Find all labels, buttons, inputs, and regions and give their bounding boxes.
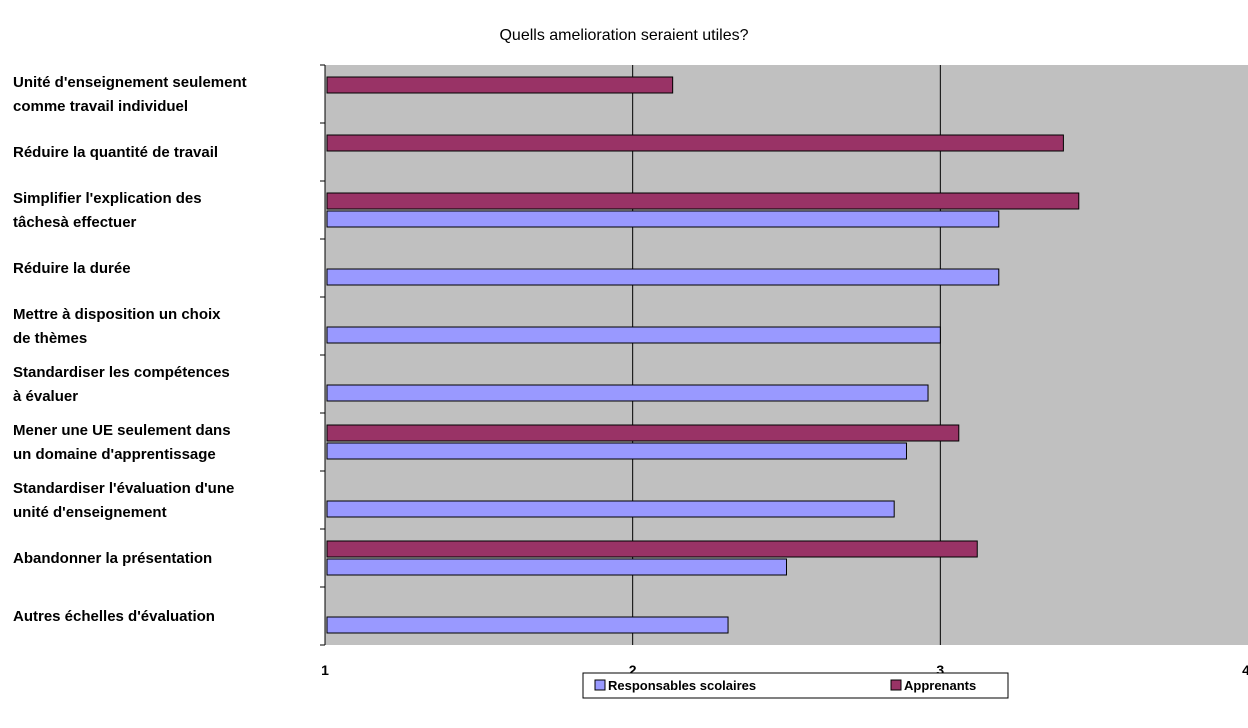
legend-swatch	[594, 679, 606, 691]
category-label: Autres échelles d'évaluation	[13, 608, 215, 625]
x-tick-label: 2	[629, 662, 637, 678]
bar-responsables-scolaires	[326, 268, 1000, 286]
bar-responsables-scolaires	[326, 210, 1000, 228]
x-tick-label: 3	[936, 662, 944, 678]
bar-apprenants	[326, 76, 674, 94]
bar-apprenants	[326, 540, 978, 558]
bar-responsables-scolaires	[326, 442, 907, 460]
category-label: Simplifier l'explication des	[13, 190, 202, 207]
legend-box	[582, 672, 1009, 699]
chart-title: Quells amelioration seraient utiles?	[499, 27, 748, 44]
category-label: Réduire la durée	[13, 260, 131, 277]
bar-apprenants	[326, 424, 960, 442]
category-label: à évaluer	[13, 388, 78, 405]
bar-apprenants	[326, 192, 1080, 210]
category-label: Mettre à disposition un choix	[13, 306, 221, 323]
category-label: unité d'enseignement	[13, 504, 167, 521]
legend-swatch	[890, 679, 902, 691]
x-tick-label: 4	[1242, 662, 1248, 678]
legend: Responsables scolaires Apprenants	[582, 672, 1009, 699]
category-labels: 1 2 3 4 Unité d'enseignement seulement comme …	[13, 74, 1248, 678]
category-label: Standardiser les compétences	[13, 364, 230, 381]
category-label: tâchesà effectuer	[13, 214, 137, 231]
category-label: Mener une UE seulement dans	[13, 422, 231, 439]
category-label: Abandonner la présentation	[13, 550, 212, 567]
bar-responsables-scolaires	[326, 500, 895, 518]
category-label: Réduire la quantité de travail	[13, 144, 218, 161]
x-tick-label: 1	[321, 662, 329, 678]
chart-marks	[326, 76, 1080, 634]
bar-responsables-scolaires	[326, 384, 929, 402]
bar-apprenants	[326, 134, 1064, 152]
category-label: un domaine d'apprentissage	[13, 446, 216, 463]
bar-responsables-scolaires	[326, 616, 729, 634]
category-label: de thèmes	[13, 330, 87, 347]
legend-label: Apprenants	[904, 678, 976, 693]
bar-responsables-scolaires	[326, 558, 787, 576]
category-label: Standardiser l'évaluation d'une	[13, 480, 234, 497]
category-label: comme travail individuel	[13, 98, 188, 115]
legend-label: Responsables scolaires	[608, 678, 756, 693]
plot-background	[325, 65, 1248, 645]
plot-area	[320, 64, 1248, 646]
bar-responsables-scolaires	[326, 326, 941, 344]
category-label: Unité d'enseignement seulement	[13, 74, 247, 91]
